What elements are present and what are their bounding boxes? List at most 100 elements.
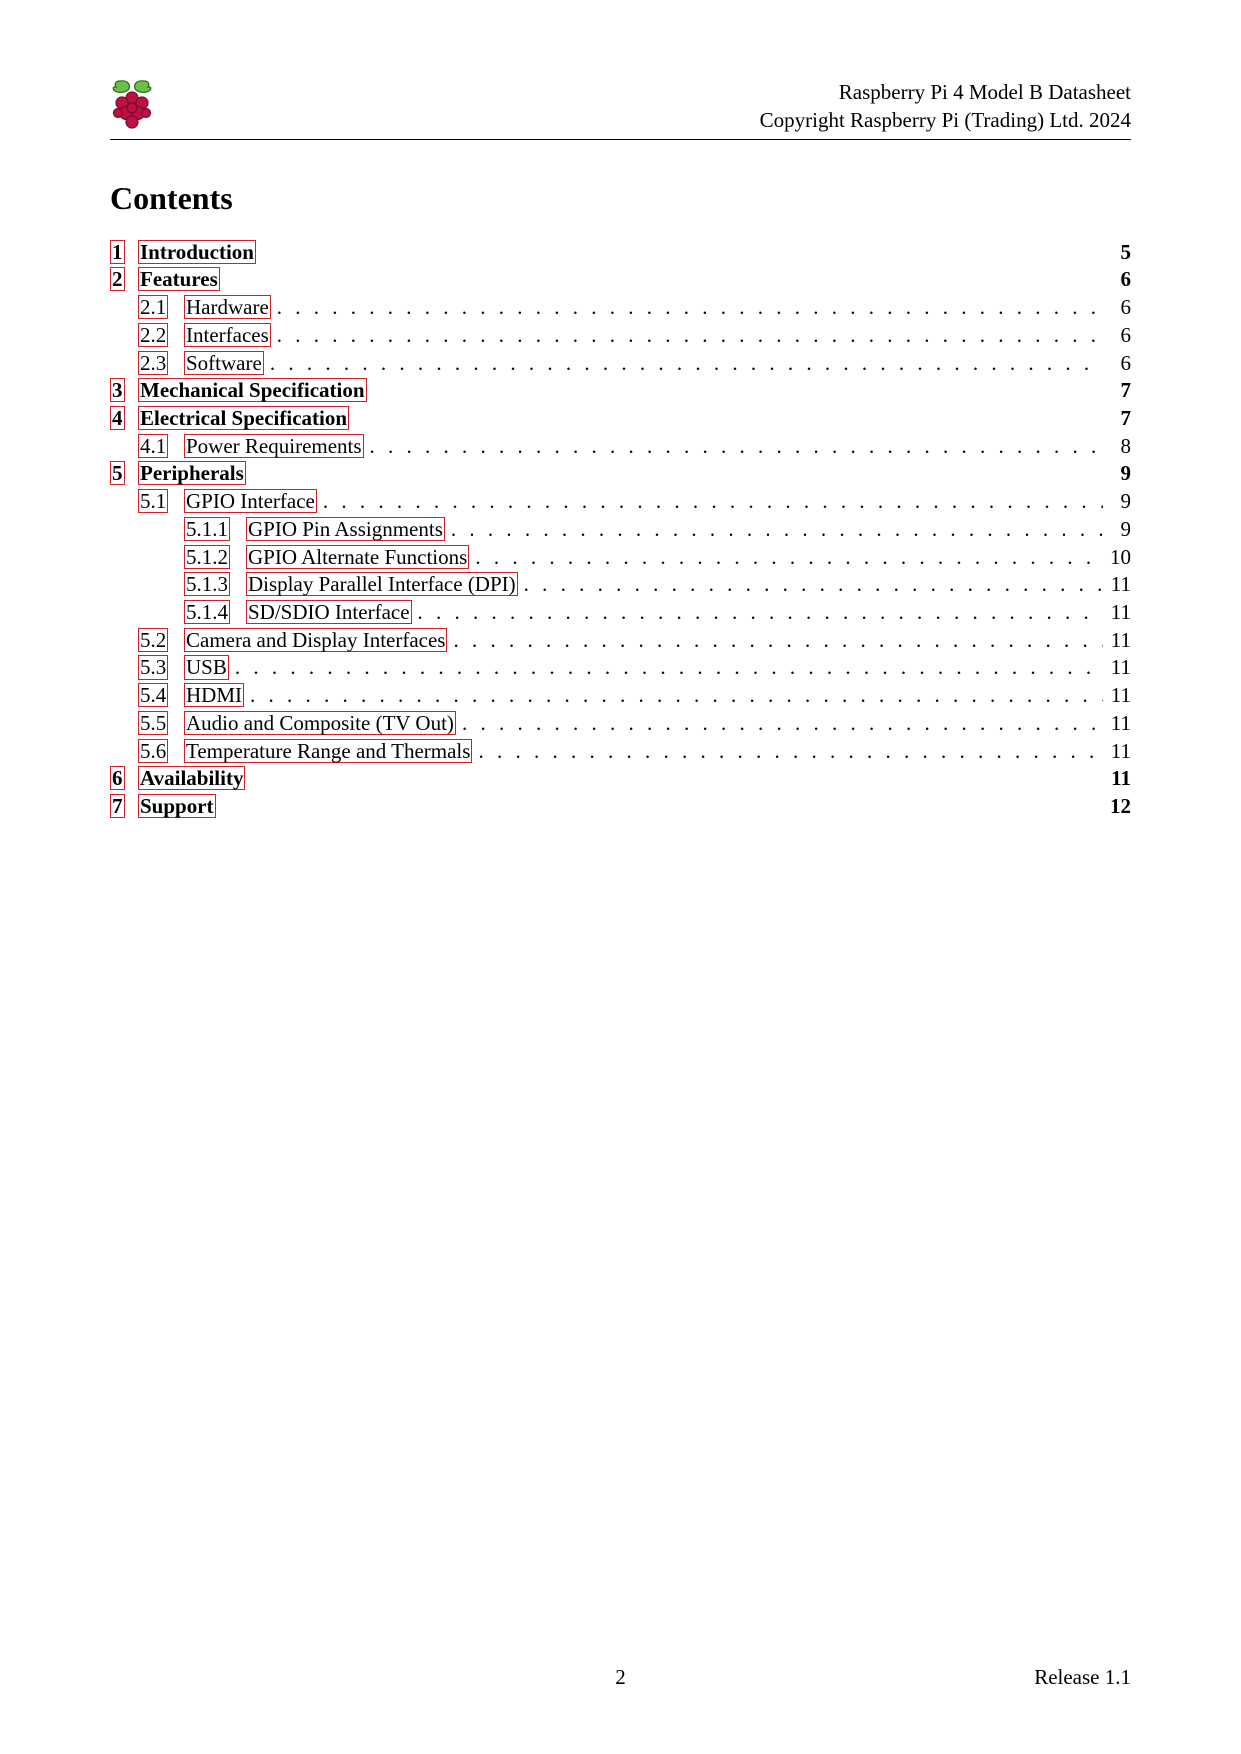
toc-entry-label[interactable]: Temperature Range and Thermals (184, 738, 472, 766)
toc-leader-dots (412, 599, 1103, 627)
toc-entry: 5.1.1GPIO Pin Assignments 9 (110, 516, 1131, 544)
toc-entry-page[interactable]: 8 (1103, 433, 1131, 461)
toc-entry-page[interactable]: 11 (1103, 682, 1131, 710)
toc-entry: 2.3Software 6 (110, 350, 1131, 378)
toc-entry-label[interactable]: Electrical Specification (138, 405, 349, 433)
table-of-contents: 1Introduction52Features62.1Hardware62.2I… (110, 239, 1131, 821)
toc-entry-label[interactable]: Features (138, 266, 220, 294)
toc-entry-label[interactable]: Audio and Composite (TV Out) (184, 710, 456, 738)
footer-release: Release 1.1 (1034, 1665, 1131, 1690)
toc-entry-page[interactable]: 9 (1103, 488, 1131, 516)
toc-entry-page[interactable]: 11 (1103, 627, 1131, 655)
toc-entry-number[interactable]: 5.5 (138, 710, 184, 738)
toc-leader-dots (364, 433, 1103, 461)
toc-entry-number[interactable]: 2 (110, 266, 138, 294)
toc-entry-page[interactable]: 6 (1103, 266, 1131, 294)
toc-entry-number[interactable]: 5.1.2 (184, 544, 246, 572)
toc-entry-label[interactable]: Display Parallel Interface (DPI) (246, 571, 518, 599)
toc-entry-label[interactable]: Support (138, 793, 216, 821)
toc-entry-number[interactable]: 6 (110, 765, 138, 793)
toc-entry-page[interactable]: 6 (1103, 350, 1131, 378)
toc-entry-label[interactable]: GPIO Interface (184, 488, 317, 516)
toc-leader-dots (469, 544, 1103, 572)
toc-entry-number[interactable]: 5.1 (138, 488, 184, 516)
toc-entry: 5.1.4SD/SDIO Interface 11 (110, 599, 1131, 627)
toc-leader-dots (271, 294, 1103, 322)
toc-entry-number[interactable]: 5.3 (138, 654, 184, 682)
footer-page-number: 2 (110, 1665, 1131, 1690)
toc-entry-label[interactable]: USB (184, 654, 229, 682)
toc-entry-number[interactable]: 2.2 (138, 322, 184, 350)
toc-leader-dots (518, 571, 1103, 599)
toc-entry-number[interactable]: 7 (110, 793, 138, 821)
toc-entry-number[interactable]: 3 (110, 377, 138, 405)
toc-entry-page[interactable]: 5 (1103, 239, 1131, 267)
toc-entry-page[interactable]: 11 (1103, 654, 1131, 682)
toc-entry: 5.2Camera and Display Interfaces 11 (110, 627, 1131, 655)
raspberry-pi-logo-icon (110, 78, 154, 130)
toc-entry-label[interactable]: GPIO Alternate Functions (246, 544, 469, 572)
toc-entry: 5.3USB 11 (110, 654, 1131, 682)
toc-entry: 4Electrical Specification 7 (110, 405, 1131, 433)
toc-entry: 5.5Audio and Composite (TV Out) 11 (110, 710, 1131, 738)
toc-entry-page[interactable]: 11 (1103, 571, 1131, 599)
toc-entry-page[interactable]: 9 (1103, 516, 1131, 544)
toc-entry: 5.1.3Display Parallel Interface (DPI) 11 (110, 571, 1131, 599)
toc-entry-number[interactable]: 2.1 (138, 294, 184, 322)
toc-entry-number[interactable]: 5.2 (138, 627, 184, 655)
toc-entry: 5Peripherals 9 (110, 460, 1131, 488)
toc-entry-number[interactable]: 5.4 (138, 682, 184, 710)
toc-entry: 5.4HDMI 11 (110, 682, 1131, 710)
toc-entry-number[interactable]: 4 (110, 405, 138, 433)
toc-leader-dots (445, 516, 1103, 544)
toc-entry: 6Availability 11 (110, 765, 1131, 793)
toc-entry: 2.2Interfaces 6 (110, 322, 1131, 350)
toc-entry-page[interactable]: 6 (1103, 294, 1131, 322)
toc-entry-label[interactable]: Mechanical Specification (138, 377, 367, 405)
page-header: Raspberry Pi 4 Model B Datasheet Copyrig… (110, 78, 1131, 140)
toc-leader-dots (447, 627, 1103, 655)
toc-entry-number[interactable]: 1 (110, 239, 138, 267)
toc-entry-number[interactable]: 5.1.4 (184, 599, 246, 627)
toc-entry-label[interactable]: Camera and Display Interfaces (184, 627, 447, 655)
toc-entry: 5.6Temperature Range and Thermals 11 (110, 738, 1131, 766)
toc-entry: 1Introduction 5 (110, 239, 1131, 267)
toc-entry: 3Mechanical Specification 7 (110, 377, 1131, 405)
toc-leader-dots (271, 322, 1103, 350)
toc-entry-number[interactable]: 5.1.3 (184, 571, 246, 599)
toc-entry-page[interactable]: 11 (1103, 599, 1131, 627)
toc-entry-label[interactable]: Availability (138, 765, 245, 793)
toc-entry-label[interactable]: GPIO Pin Assignments (246, 516, 445, 544)
toc-entry-page[interactable]: 11 (1103, 738, 1131, 766)
toc-entry-label[interactable]: Hardware (184, 294, 271, 322)
toc-entry-page[interactable]: 7 (1103, 377, 1131, 405)
toc-entry-label[interactable]: Peripherals (138, 460, 246, 488)
toc-entry-page[interactable]: 12 (1103, 793, 1131, 821)
toc-entry-number[interactable]: 5.6 (138, 738, 184, 766)
toc-entry: 5.1GPIO Interface 9 (110, 488, 1131, 516)
toc-entry-number[interactable]: 5.1.1 (184, 516, 246, 544)
toc-entry-page[interactable]: 7 (1103, 405, 1131, 433)
toc-entry-page[interactable]: 11 (1103, 765, 1131, 793)
header-title: Raspberry Pi 4 Model B Datasheet (760, 78, 1131, 106)
toc-entry-label[interactable]: Software (184, 350, 264, 378)
toc-entry: 5.1.2GPIO Alternate Functions 10 (110, 544, 1131, 572)
toc-entry-label[interactable]: Introduction (138, 239, 256, 267)
toc-entry-label[interactable]: Interfaces (184, 322, 271, 350)
toc-entry-label[interactable]: Power Requirements (184, 433, 364, 461)
header-text-block: Raspberry Pi 4 Model B Datasheet Copyrig… (760, 78, 1131, 135)
toc-leader-dots (244, 682, 1103, 710)
toc-entry-page[interactable]: 11 (1103, 710, 1131, 738)
page-footer: 2 Release 1.1 (110, 1665, 1131, 1690)
toc-leader-dots (317, 488, 1103, 516)
toc-entry-label[interactable]: SD/SDIO Interface (246, 599, 412, 627)
toc-entry-page[interactable]: 6 (1103, 322, 1131, 350)
toc-entry-number[interactable]: 4.1 (138, 433, 184, 461)
toc-entry-number[interactable]: 2.3 (138, 350, 184, 378)
toc-entry-label[interactable]: HDMI (184, 682, 244, 710)
header-copyright: Copyright Raspberry Pi (Trading) Ltd. 20… (760, 106, 1131, 134)
toc-entry-page[interactable]: 9 (1103, 460, 1131, 488)
toc-entry: 7Support 12 (110, 793, 1131, 821)
toc-entry-page[interactable]: 10 (1103, 544, 1131, 572)
toc-entry-number[interactable]: 5 (110, 460, 138, 488)
